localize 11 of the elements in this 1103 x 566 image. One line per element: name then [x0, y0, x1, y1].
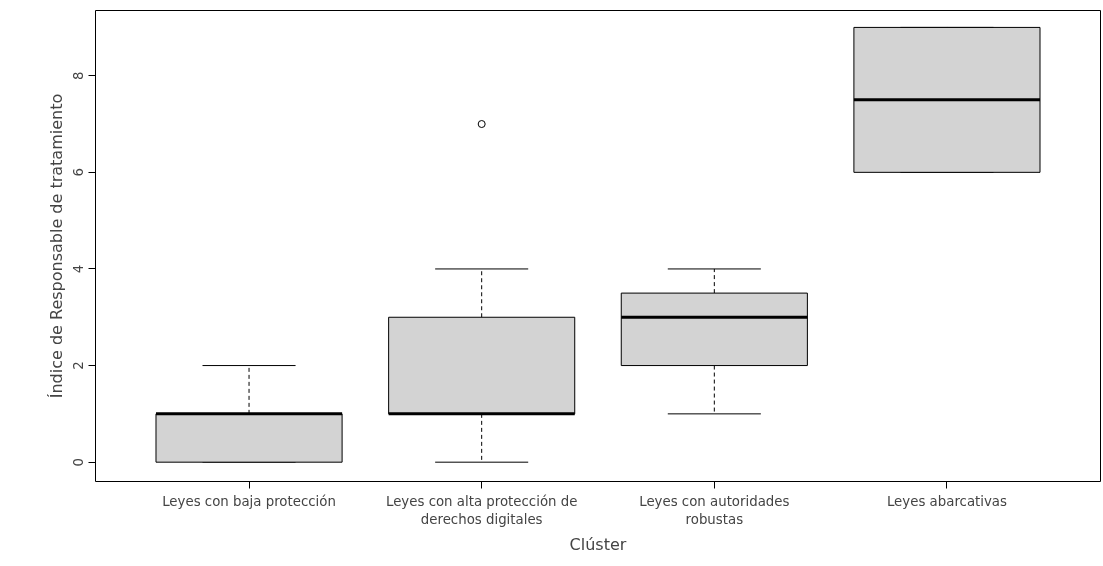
- y-tick-label: 2: [71, 361, 87, 370]
- x-tick-label: Leyes abarcativas: [886, 493, 1008, 509]
- y-tick-label: 4: [71, 264, 87, 274]
- y-axis-title: Índice de Responsable de tratamiento: [46, 93, 66, 399]
- x-tick-label: Leyes con autoridades robustas: [639, 493, 790, 527]
- x-tick-label: Leyes con alta protección de derechos digitales: [385, 493, 578, 527]
- x-tick-label: Leyes con baja protección: [162, 493, 336, 509]
- y-tick-label: 6: [71, 168, 87, 177]
- y-tick-label: 8: [71, 71, 87, 80]
- y-tick-label: 0: [71, 457, 87, 467]
- x-axis-title: Clúster: [569, 534, 627, 554]
